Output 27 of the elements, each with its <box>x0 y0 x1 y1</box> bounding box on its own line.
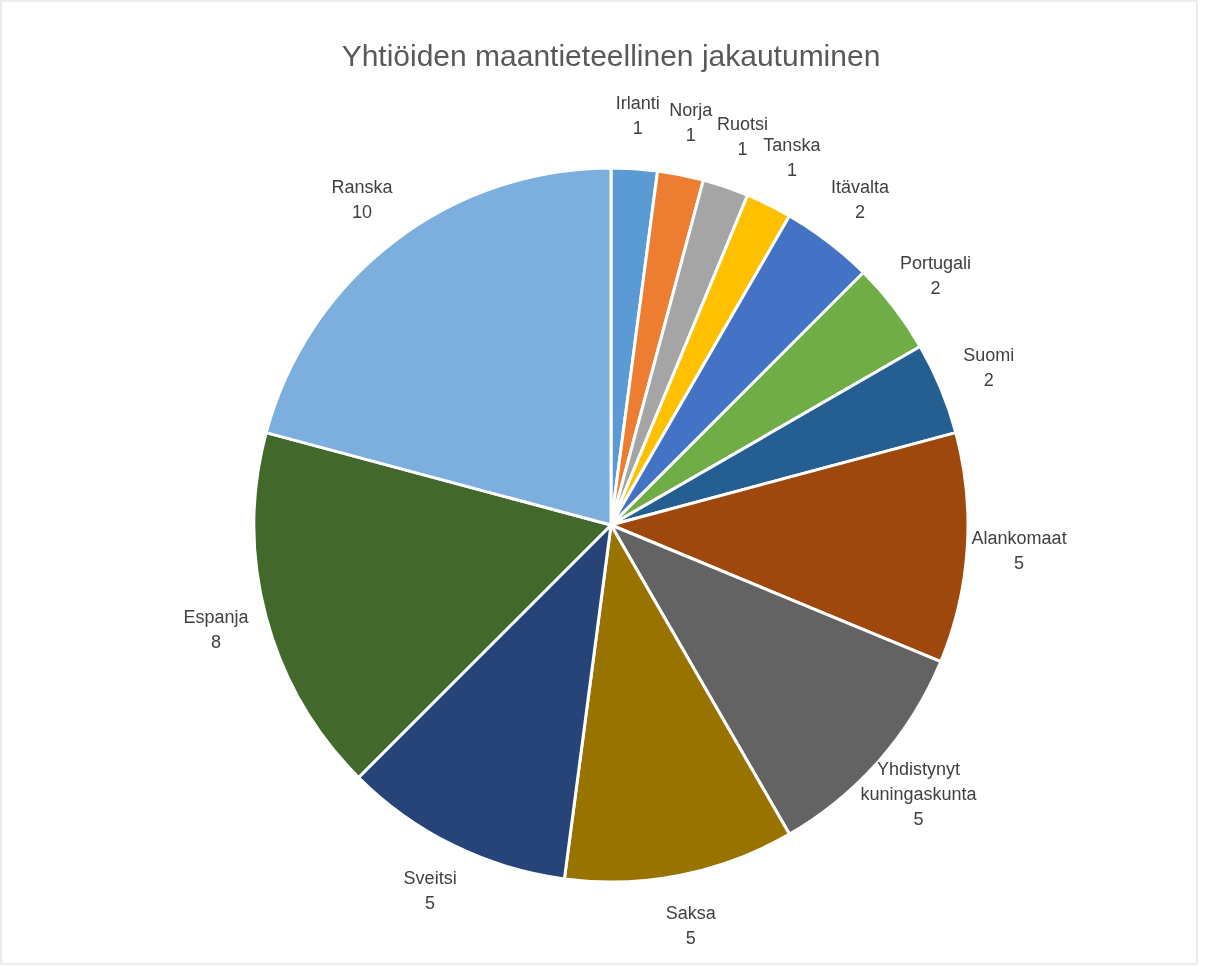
slice-label: Espanja <box>183 607 250 628</box>
slice-label: Itävalta <box>830 176 890 197</box>
slice-label: Suomi <box>963 344 1015 365</box>
slice-label: Tanska <box>763 134 822 155</box>
slice-label: Alankomaat <box>971 528 1067 548</box>
slice-label: Irlanti <box>615 93 660 114</box>
slice-label: Portugali <box>899 252 971 273</box>
slice-label: Ruotsi <box>716 113 768 134</box>
data-label: 8 <box>210 632 221 653</box>
data-label: 10 <box>352 201 373 222</box>
data-label: 1 <box>685 125 696 146</box>
data-label: 1 <box>786 159 797 180</box>
data-label: 1 <box>737 138 748 159</box>
slice-label: Norja <box>669 100 714 121</box>
chart-title: Yhtiöiden maantieteellinen jakautuminen <box>341 39 881 72</box>
data-label: 2 <box>930 277 941 298</box>
data-label: 2 <box>854 201 865 222</box>
data-label: 5 <box>1014 553 1025 573</box>
data-label: 5 <box>913 808 924 829</box>
data-label: 2 <box>983 369 994 390</box>
slice-label: Ranska <box>331 176 394 197</box>
data-label: 5 <box>425 893 436 914</box>
data-label: 5 <box>685 927 696 948</box>
slice-label: Sveitsi <box>403 868 457 889</box>
slice-label: Yhdistynyt kuningaskunta <box>860 758 978 804</box>
data-label: 1 <box>632 118 643 139</box>
slice-label: Saksa <box>665 902 717 923</box>
